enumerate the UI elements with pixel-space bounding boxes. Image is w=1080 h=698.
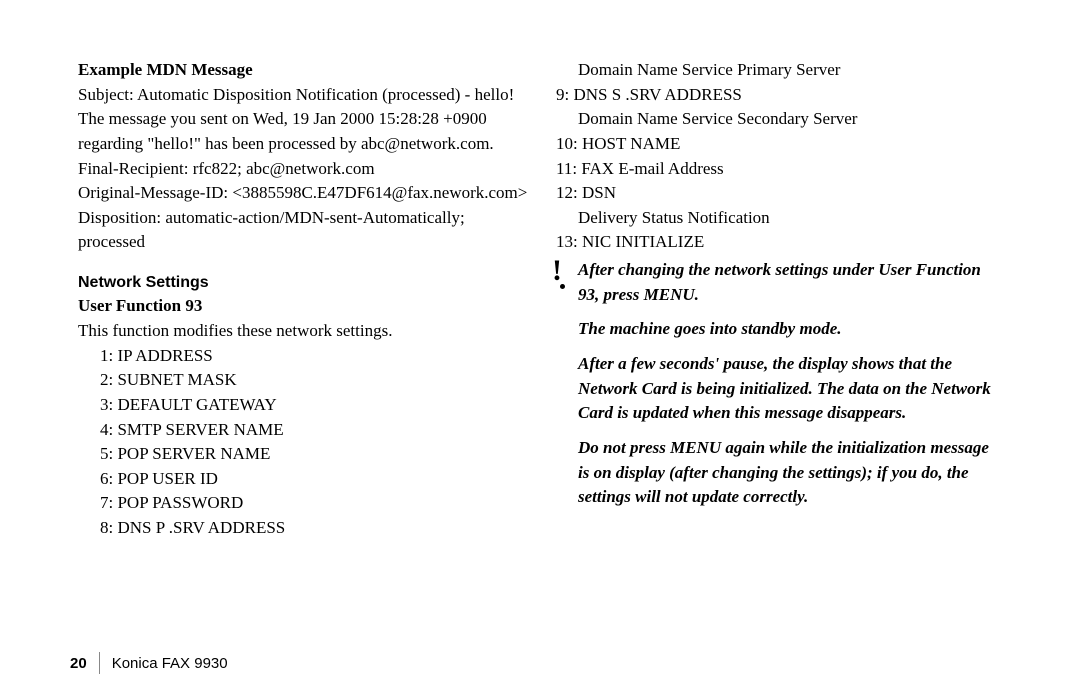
mdn-heading: Example MDN Message bbox=[78, 58, 528, 83]
settings-list: 1: IP ADDRESS 2: SUBNET MASK 3: DEFAULT … bbox=[78, 344, 528, 541]
notice-paragraph: After changing the network settings unde… bbox=[578, 258, 1001, 307]
page-number: 20 bbox=[70, 655, 99, 672]
setting-item: 11: FAX E-mail Address bbox=[556, 157, 1001, 182]
footer-divider bbox=[99, 652, 100, 674]
setting-item: 4: SMTP SERVER NAME bbox=[100, 418, 528, 443]
mdn-line-4: Original-Message-ID: <3885598C.E47DF614@… bbox=[78, 181, 528, 206]
setting-item: 5: POP SERVER NAME bbox=[100, 442, 528, 467]
mdn-line-5: Disposition: automatic-action/MDN-sent-A… bbox=[78, 206, 528, 255]
setting-desc: Domain Name Service Secondary Server bbox=[556, 107, 1001, 132]
bullet-icon bbox=[560, 284, 565, 289]
notice-text: After changing the network settings unde… bbox=[578, 258, 1001, 510]
notice-paragraph: Do not press MENU again while the initia… bbox=[578, 436, 1001, 510]
important-notice: ! After changing the network settings un… bbox=[556, 258, 1001, 510]
setting-item: 3: DEFAULT GATEWAY bbox=[100, 393, 528, 418]
setting-item: 9: DNS S .SRV ADDRESS bbox=[556, 83, 1001, 108]
notice-paragraph: After a few seconds' pause, the display … bbox=[578, 352, 1001, 426]
page-footer: 20 Konica FAX 9930 bbox=[70, 652, 228, 674]
setting-item: 10: HOST NAME bbox=[556, 132, 1001, 157]
setting-item: 8: DNS P .SRV ADDRESS bbox=[100, 516, 528, 541]
settings-continued: Domain Name Service Primary Server 9: DN… bbox=[556, 58, 1001, 255]
user-function-heading: User Function 93 bbox=[78, 294, 528, 319]
setting-item: 12: DSN bbox=[556, 181, 1001, 206]
setting-item: 13: NIC INITIALIZE bbox=[556, 230, 1001, 255]
setting-desc: Domain Name Service Primary Server bbox=[556, 58, 1001, 83]
mdn-line-2: The message you sent on Wed, 19 Jan 2000… bbox=[78, 107, 528, 156]
product-name: Konica FAX 9930 bbox=[112, 655, 228, 672]
setting-item: 7: POP PASSWORD bbox=[100, 491, 528, 516]
notice-paragraph: The machine goes into standby mode. bbox=[578, 317, 1001, 342]
mdn-line-1: Subject: Automatic Disposition Notificat… bbox=[78, 83, 528, 108]
page-content: Example MDN Message Subject: Automatic D… bbox=[78, 58, 1002, 541]
setting-desc: Delivery Status Notification bbox=[556, 206, 1001, 231]
network-settings-heading: Network Settings bbox=[78, 271, 528, 294]
setting-item: 2: SUBNET MASK bbox=[100, 368, 528, 393]
setting-item: 1: IP ADDRESS bbox=[100, 344, 528, 369]
mdn-line-3: Final-Recipient: rfc822; abc@network.com bbox=[78, 157, 528, 182]
left-column: Example MDN Message Subject: Automatic D… bbox=[78, 58, 528, 541]
right-column: Domain Name Service Primary Server 9: DN… bbox=[556, 58, 1001, 541]
exclamation-icon: ! bbox=[552, 256, 562, 286]
setting-item: 6: POP USER ID bbox=[100, 467, 528, 492]
network-description: This function modifies these network set… bbox=[78, 319, 528, 344]
